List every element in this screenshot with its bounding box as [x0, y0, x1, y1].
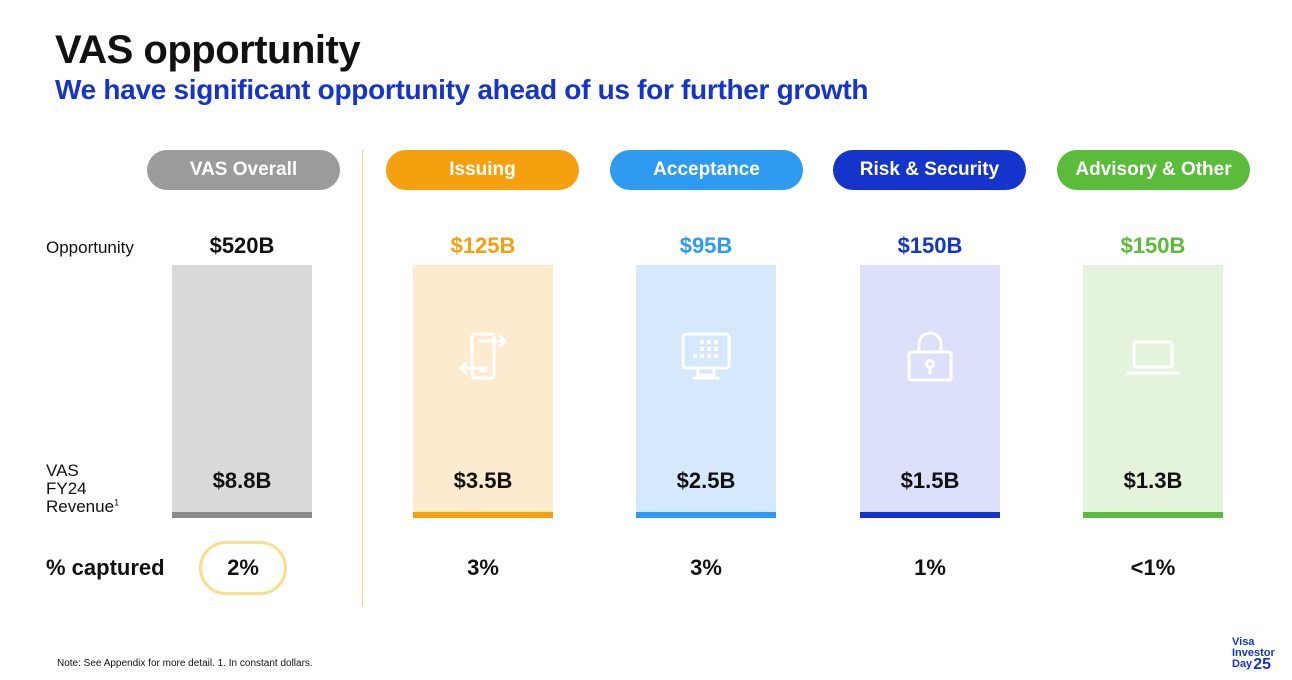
bar-acceptance	[636, 265, 776, 515]
row-label-opportunity: Opportunity	[46, 238, 134, 257]
revenue-value-risk-security: $1.5B	[900, 468, 960, 493]
revenue-value-acceptance: $2.5B	[676, 468, 736, 493]
logo-line3: Day25	[1232, 656, 1271, 673]
opportunity-value-issuing: $125B	[450, 233, 516, 258]
footnote: Note: See Appendix for more detail. 1. I…	[57, 658, 313, 669]
bar-vas-overall	[172, 265, 312, 515]
terminal-icon	[681, 332, 731, 380]
revenue-label-line2: FY24	[46, 479, 87, 498]
baseline-advisory-other	[1083, 512, 1223, 518]
revenue-label-line1: VAS	[46, 461, 79, 480]
captured-value-acceptance: 3%	[690, 555, 722, 580]
row-label-revenue: VAS FY24 Revenue1	[46, 462, 119, 516]
captured-value-advisory-other: <1%	[1130, 555, 1176, 580]
phone-transfer-icon	[459, 332, 507, 380]
baseline-acceptance	[636, 512, 776, 518]
baseline-issuing	[413, 512, 553, 518]
laptop-icon	[1126, 340, 1180, 375]
visa-investor-day-logo: Visa Investor Day25	[1232, 636, 1275, 673]
pill-advisory-other: Advisory & Other	[1057, 150, 1250, 190]
footnote-marker: 1	[114, 497, 120, 508]
opportunity-value-vas-overall: $520B	[209, 233, 275, 258]
revenue-value-issuing: $3.5B	[453, 468, 513, 493]
lock-icon	[907, 331, 953, 382]
captured-label: % captured	[46, 555, 165, 580]
logo-line2: Investor	[1232, 647, 1275, 659]
baseline-risk-security	[860, 512, 1000, 518]
pill-acceptance: Acceptance	[610, 150, 803, 190]
opportunity-value-advisory-other: $150B	[1120, 233, 1186, 258]
captured-value-risk-security: 1%	[914, 555, 946, 580]
opportunity-value-acceptance: $95B	[679, 233, 733, 258]
pill-vas-overall: VAS Overall	[147, 150, 340, 190]
page-title: VAS opportunity	[55, 28, 361, 72]
baseline-vas-overall	[172, 512, 312, 518]
bar-advisory-other	[1083, 265, 1223, 515]
pill-risk-security: Risk & Security	[833, 150, 1026, 190]
opportunity-value-risk-security: $150B	[897, 233, 963, 258]
pill-issuing: Issuing	[386, 150, 579, 190]
revenue-value-advisory-other: $1.3B	[1123, 468, 1183, 493]
captured-value-vas-overall: 2%	[199, 541, 287, 595]
logo-line1: Visa	[1232, 636, 1255, 648]
revenue-value-vas-overall: $8.8B	[212, 468, 272, 493]
section-divider	[362, 150, 363, 606]
bar-issuing	[413, 265, 553, 515]
captured-value-issuing: 3%	[467, 555, 499, 580]
page-subtitle: We have significant opportunity ahead of…	[55, 74, 869, 105]
revenue-label-line3: Revenue1	[46, 497, 120, 516]
logo-year: 25	[1253, 656, 1271, 673]
bar-risk-security	[860, 265, 1000, 515]
